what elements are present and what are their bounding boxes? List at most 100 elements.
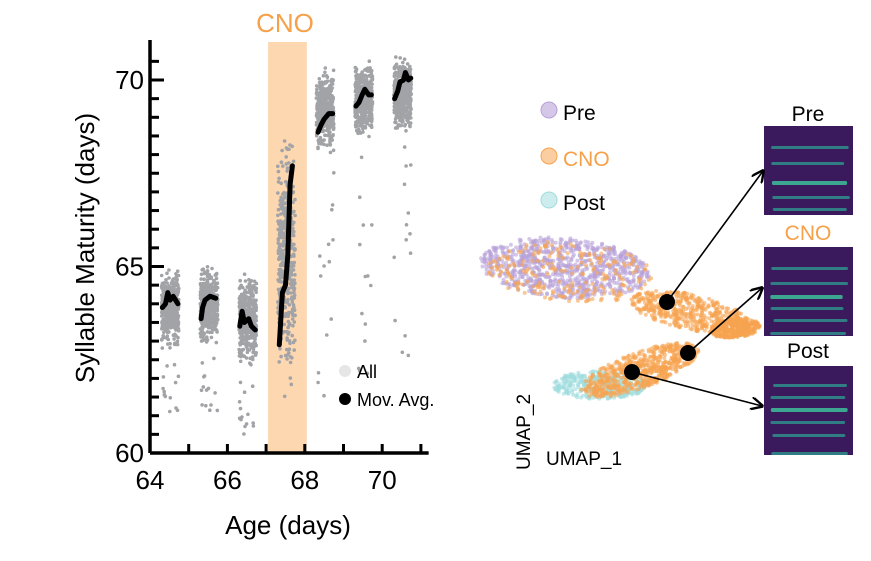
data-point <box>208 273 212 277</box>
umap-point-cno <box>515 284 519 288</box>
umap-point-cno <box>576 290 580 294</box>
data-point <box>246 350 250 354</box>
data-point <box>318 77 322 81</box>
data-point <box>210 267 214 271</box>
data-point <box>281 251 285 255</box>
outlier-point <box>177 375 181 379</box>
umap-point-pre <box>608 271 612 275</box>
outlier-point <box>360 312 364 316</box>
umap-point-cno <box>550 243 554 247</box>
umap-point-pre <box>542 250 546 254</box>
outlier-point <box>251 421 255 425</box>
data-point <box>199 297 203 301</box>
data-point <box>167 276 171 280</box>
data-point <box>250 279 254 283</box>
umap-point-pre <box>619 257 623 261</box>
outlier-point <box>409 163 413 167</box>
umap-point-cno <box>507 264 511 268</box>
data-point <box>176 340 180 344</box>
data-point <box>237 348 241 352</box>
data-point <box>239 360 243 364</box>
outlier-point <box>408 232 412 236</box>
data-point <box>364 101 368 105</box>
data-point <box>292 348 296 352</box>
data-point <box>369 103 373 107</box>
data-point <box>394 78 398 82</box>
data-point <box>401 92 405 96</box>
data-point <box>251 351 255 355</box>
data-point <box>215 341 219 345</box>
umap-point-pre <box>564 246 568 250</box>
umap-point-cno <box>599 298 603 302</box>
umap-point-pre <box>612 248 616 252</box>
data-point <box>354 121 358 125</box>
data-point <box>276 214 280 218</box>
outlier-point <box>238 400 242 404</box>
umap-point-cno <box>701 324 705 328</box>
outlier-point <box>407 211 411 215</box>
data-point <box>315 111 319 115</box>
data-point <box>209 277 213 281</box>
data-point <box>289 361 293 365</box>
data-point <box>407 121 411 125</box>
data-point <box>251 298 255 302</box>
umap-point-cno <box>510 276 514 280</box>
umap-point-pre <box>576 281 580 285</box>
legend-marker-mov-avg <box>339 393 351 405</box>
data-point <box>316 146 320 150</box>
outlier-point <box>209 403 213 407</box>
outlier-point <box>407 354 411 358</box>
data-point <box>398 101 402 105</box>
umap-points <box>479 235 762 400</box>
umap-point-cno <box>501 255 505 259</box>
data-point <box>330 83 334 87</box>
data-point <box>289 376 293 380</box>
data-point <box>170 287 174 291</box>
umap-point-cno <box>587 252 591 256</box>
umap-point-cno <box>614 272 618 276</box>
data-point <box>283 202 287 206</box>
umap-point-cno <box>608 264 612 268</box>
umap-point-cno <box>546 240 550 244</box>
data-point <box>251 293 255 297</box>
umap-point-cno <box>707 297 711 301</box>
umap-point-cno <box>715 301 719 305</box>
umap-point-cno <box>608 247 612 251</box>
data-point <box>409 98 413 102</box>
umap-point-pre <box>538 269 542 273</box>
data-point <box>278 247 282 251</box>
umap-point-cno <box>543 245 547 249</box>
umap-point-cno <box>653 316 657 320</box>
data-point <box>280 232 284 236</box>
umap-point-pre <box>575 259 579 263</box>
umap-point-cno <box>644 307 648 311</box>
outlier-point <box>330 208 334 212</box>
outlier-point <box>207 387 211 391</box>
data-point <box>370 82 374 86</box>
data-point <box>401 61 405 65</box>
umap-point-cno <box>688 312 692 316</box>
data-point <box>329 151 333 155</box>
data-point <box>247 303 251 307</box>
outlier-point <box>409 251 413 255</box>
data-point <box>406 115 410 119</box>
data-point <box>201 338 205 342</box>
outlier-point <box>162 375 166 379</box>
data-point <box>241 342 245 346</box>
data-point <box>369 107 373 111</box>
data-point <box>243 305 247 309</box>
umap-point-cno <box>645 302 649 306</box>
umap-point-cno <box>539 290 543 294</box>
umap-point-cno <box>536 285 540 289</box>
umap-point-pre <box>534 239 538 243</box>
data-point <box>292 160 296 164</box>
data-point <box>206 317 210 321</box>
data-point <box>318 138 322 142</box>
legend-label-all: All <box>357 362 377 382</box>
umap-point-cno <box>661 320 665 324</box>
umap-point-cno <box>598 261 602 265</box>
data-point <box>393 66 397 70</box>
data-point <box>165 272 169 276</box>
data-point <box>368 124 372 128</box>
